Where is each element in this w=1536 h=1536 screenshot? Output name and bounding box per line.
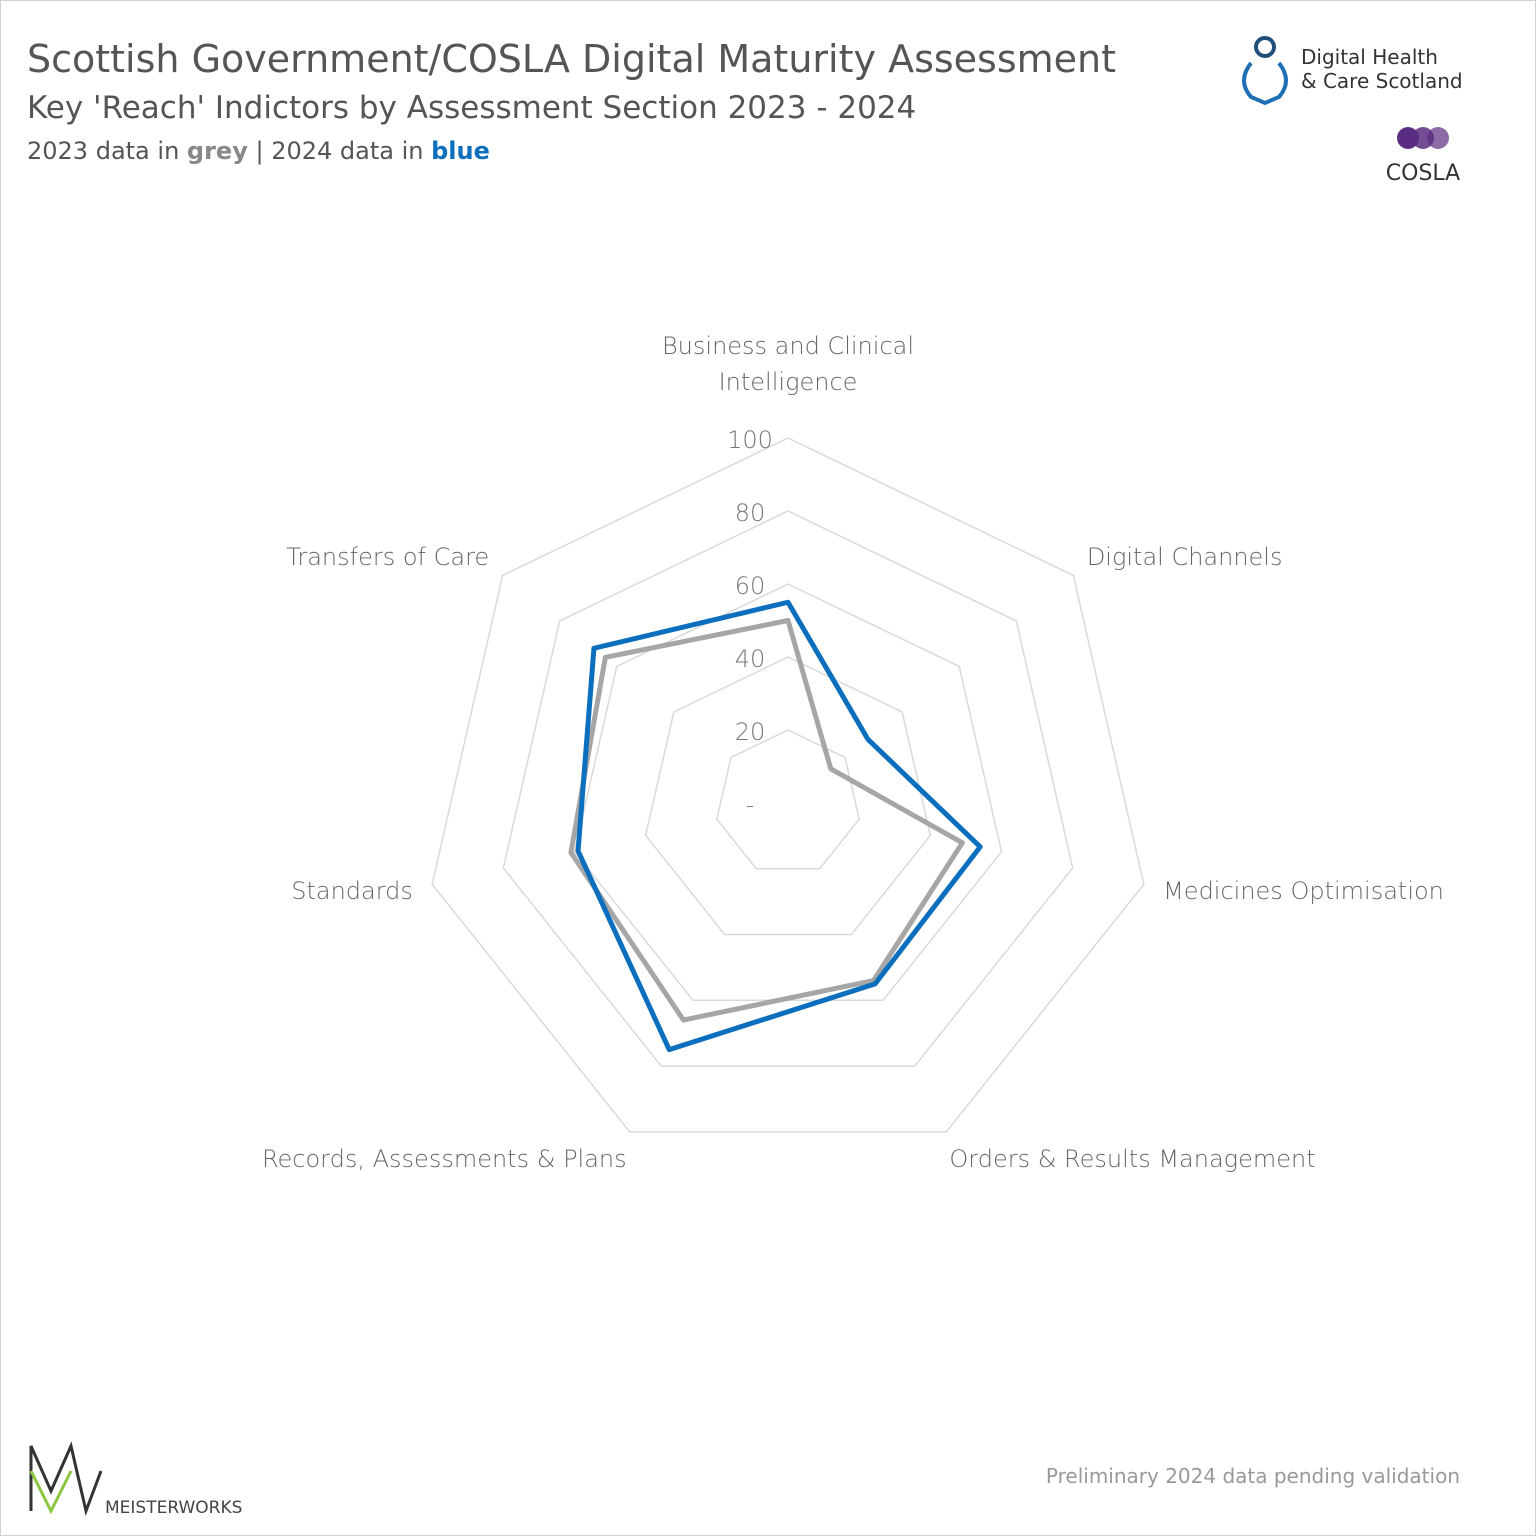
dhcs-icon — [1242, 36, 1288, 106]
cosla-icon — [1397, 127, 1449, 149]
category-label: Standards — [291, 876, 413, 905]
chart-title: Scottish Government/COSLA Digital Maturi… — [27, 37, 1117, 81]
y-tick-label: 20 — [735, 718, 766, 746]
category-label: Records, Assessments & Plans — [261, 1144, 627, 1173]
y-tick-label: 40 — [735, 645, 766, 673]
category-label: Digital Channels — [1086, 542, 1283, 571]
logo-text: COSLA — [1386, 161, 1460, 186]
series-line — [568, 618, 965, 1023]
series-line — [575, 599, 983, 1053]
grid-line — [644, 656, 932, 936]
chart-subtitle: Key 'Reach' Indictors by Assessment Sect… — [27, 90, 917, 126]
grid-line — [502, 510, 1074, 1067]
category-label: Transfers of Care — [286, 542, 490, 571]
category-label: Business and Clinical Intelligence — [661, 332, 915, 396]
logo-text: MEISTERWORKS — [105, 1498, 242, 1518]
legend-grey: grey — [186, 137, 248, 165]
y-tick-label: 100 — [727, 426, 773, 454]
y-tick-label: - — [746, 791, 755, 819]
logo-text: & Care Scotland — [1301, 69, 1463, 93]
meisterworks-icon — [29, 1470, 73, 1515]
grid-line — [716, 729, 860, 870]
category-label: Medicines Optimisation — [1163, 876, 1444, 905]
logo-text: Digital Health — [1301, 45, 1438, 69]
legend-note: 2023 data in grey | 2024 data in blue — [27, 137, 490, 165]
y-tick-label: 80 — [735, 499, 766, 527]
legend-blue: blue — [431, 137, 490, 165]
category-label: Orders & Results Management — [949, 1144, 1316, 1173]
legend-text: 2023 data in — [27, 137, 187, 165]
legend-text: | 2024 data in — [247, 137, 432, 165]
grid-line — [573, 583, 1003, 1002]
grid-line — [431, 437, 1145, 1133]
footnote: Preliminary 2024 data pending validation — [1046, 1464, 1460, 1488]
meisterworks-icon — [29, 1441, 103, 1517]
y-tick-label: 60 — [735, 572, 766, 600]
